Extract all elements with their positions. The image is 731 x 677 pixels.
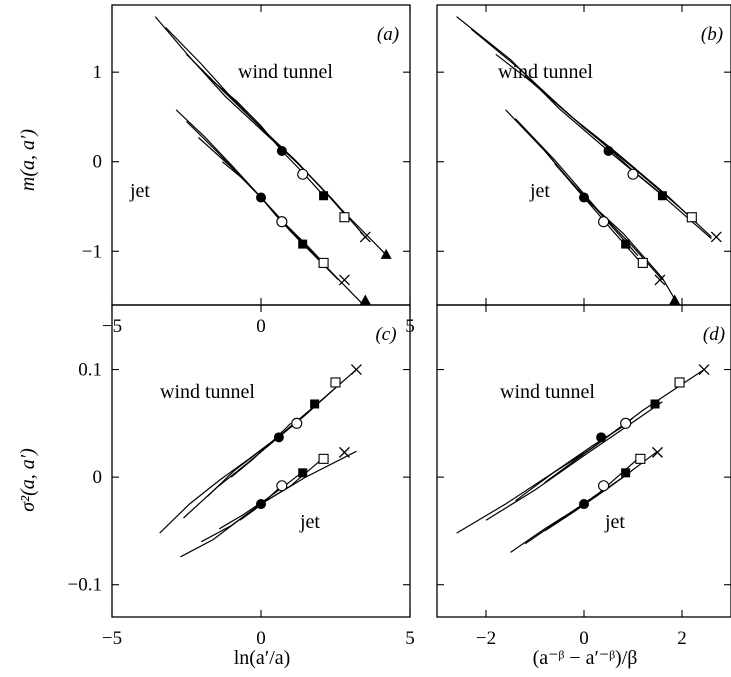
panel-letter: (c)	[375, 324, 396, 345]
marker-filled-circle	[579, 192, 589, 203]
marker-filled-square	[298, 239, 308, 249]
marker-filled-circle	[276, 145, 287, 156]
y-tick-label: 0.1	[78, 360, 102, 381]
marker-open-circle	[598, 480, 610, 492]
x-tick-label: 0	[256, 316, 266, 337]
x-axis-title-right: (a⁻ᵝ − a′⁻ᵝ)/β	[533, 647, 638, 669]
series-line-wind-tunnel	[485, 401, 663, 521]
marker-open-circle	[620, 417, 632, 429]
marker-open-circle	[598, 216, 610, 228]
marker-filled-square	[298, 468, 308, 478]
marker-open-square	[637, 257, 648, 268]
marker-cross	[654, 274, 666, 286]
series-line-jet	[554, 163, 644, 266]
x-tick-label: −2	[476, 628, 496, 649]
marker-open-square	[339, 212, 350, 223]
marker-filled-circle	[256, 192, 266, 203]
annotation-jet: jet	[299, 511, 320, 533]
plot-area	[456, 364, 710, 553]
y-tick-label: 0	[93, 467, 103, 488]
marker-filled-square	[657, 191, 667, 201]
panel-frame	[436, 304, 731, 618]
marker-filled-circle	[256, 499, 266, 510]
marker-open-square	[686, 212, 697, 223]
marker-filled-circle	[273, 432, 284, 443]
marker-cross	[338, 446, 350, 458]
plot-area	[154, 16, 392, 305]
panel-frame	[436, 4, 731, 306]
x-tick-label: 2	[677, 628, 687, 649]
marker-filled-square	[319, 191, 329, 201]
panel-letter: (d)	[703, 324, 725, 345]
marker-open-square	[318, 257, 329, 268]
marker-filled-square	[621, 239, 631, 249]
marker-open-circle	[276, 480, 288, 492]
marker-open-circle	[276, 216, 288, 228]
marker-open-square	[635, 453, 646, 464]
panel-c: −5 0 5 0.1 0 −0.1 (c) wind tunnel jet	[68, 304, 415, 649]
marker-cross	[359, 231, 371, 243]
annotation-wind-tunnel: wind tunnel	[160, 381, 255, 403]
y-tick-label: −0.1	[68, 575, 102, 596]
marker-cross	[338, 274, 350, 286]
annotation-jet: jet	[529, 180, 550, 202]
marker-filled-circle	[579, 499, 589, 510]
x-tick-label: −5	[102, 628, 122, 649]
y-tick-label: −1	[82, 241, 102, 262]
marker-cross	[350, 364, 362, 376]
marker-filled-square	[310, 399, 320, 409]
annotation-jet: jet	[129, 180, 150, 202]
marker-cross	[698, 364, 710, 376]
marker-open-square	[330, 377, 341, 388]
marker-triangle	[669, 294, 681, 305]
panel-d: −2 0 2 (d) wind tunnel jet	[436, 304, 731, 649]
marker-triangle	[380, 248, 392, 259]
series-line-jet	[524, 458, 639, 545]
marker-open-square	[674, 377, 685, 388]
marker-open-square	[318, 453, 329, 464]
series-line-wind-tunnel	[524, 76, 663, 196]
marker-cross	[652, 446, 663, 458]
x-tick-label: 0	[579, 628, 589, 649]
y-axis-title-top: m(a, a′)	[17, 129, 39, 191]
y-tick-label: 1	[93, 62, 103, 83]
marker-open-circle	[291, 417, 303, 429]
y-tick-label: 0	[93, 152, 103, 173]
series-line-wind-tunnel	[544, 417, 634, 483]
marker-filled-square	[650, 399, 660, 409]
marker-filled-circle	[596, 432, 607, 443]
marker-triangle	[359, 294, 371, 305]
plot-area	[159, 364, 362, 558]
annotation-wind-tunnel: wind tunnel	[238, 61, 333, 83]
x-axis-title-left: ln(a′/a)	[234, 647, 291, 669]
panel-frame	[111, 4, 411, 306]
series-line-jet	[544, 471, 631, 532]
panel-frame	[111, 304, 411, 618]
series-line-jet	[221, 161, 307, 247]
y-axis-title-bottom: σ²(a, a′)	[17, 448, 39, 512]
marker-filled-circle	[603, 145, 614, 156]
annotation-jet: jet	[604, 511, 625, 533]
plot-area	[456, 16, 722, 305]
annotation-wind-tunnel: wind tunnel	[500, 381, 595, 403]
x-tick-label: 5	[405, 628, 415, 649]
annotation-wind-tunnel: wind tunnel	[498, 61, 593, 83]
x-tick-label: 0	[256, 628, 266, 649]
panel-letter: (a)	[377, 24, 399, 45]
marker-filled-square	[621, 468, 631, 478]
marker-cross	[710, 231, 722, 243]
panel-letter: (b)	[701, 24, 723, 45]
series-line-wind-tunnel	[206, 414, 307, 497]
marker-open-circle	[297, 168, 309, 180]
marker-open-circle	[627, 168, 639, 180]
panel-b: (b) wind tunnel jet	[436, 4, 731, 306]
series-line-jet	[180, 450, 357, 558]
